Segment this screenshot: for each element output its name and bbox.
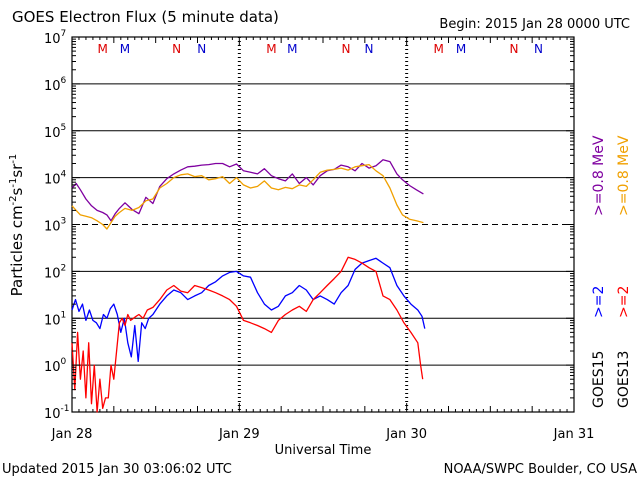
- y-tick-label: 103: [44, 217, 66, 235]
- mn-marker: N: [534, 42, 543, 56]
- mn-marker: M: [120, 42, 130, 56]
- y-tick-label: 102: [44, 263, 66, 281]
- mn-marker: N: [172, 42, 181, 56]
- series-layer: [71, 159, 426, 413]
- mn-marker: N: [365, 42, 374, 56]
- y-tick-layer: 107 106 105 104 103 102 101 100 10-1: [44, 29, 574, 422]
- mn-marker: M: [97, 42, 107, 56]
- credit-text: NOAA/SWPC Boulder, CO USA: [444, 462, 637, 477]
- legend-goes15-label: GOES15: [591, 351, 607, 408]
- y-tick-label: 10-1: [44, 404, 70, 422]
- y-tick-label: 106: [44, 76, 67, 94]
- y-axis-label: Particles cm-2s-1sr-1: [8, 154, 26, 297]
- mn-marker: M: [434, 42, 444, 56]
- updated-timestamp: Updated 2015 Jan 30 03:06:02 UTC: [2, 462, 232, 477]
- mn-marker: M: [287, 42, 297, 56]
- day-marker-layer: [237, 37, 409, 412]
- x-axis-label: Universal Time: [275, 443, 372, 458]
- series-line-goes13-2-mev: [71, 256, 424, 413]
- y-tick-label: 104: [44, 170, 67, 188]
- x-tick-label: Jan 30: [385, 427, 427, 442]
- mn-marker: M: [266, 42, 276, 56]
- mn-marker: M: [456, 42, 466, 56]
- y-tick-label: 105: [44, 123, 66, 141]
- series-line-goes13-0-8-mev: [71, 163, 424, 230]
- grid-layer: [72, 83, 574, 366]
- legend-goes13-2mev: >=2: [616, 286, 632, 318]
- begin-label: Begin: 2015 Jan 28 0000 UTC: [439, 17, 630, 32]
- legend-goes15-08mev: >=0.8 MeV: [591, 135, 607, 216]
- mn-marker: N: [197, 42, 206, 56]
- series-line-goes15-2-mev: [71, 257, 426, 363]
- y-tick-label: 107: [44, 29, 66, 47]
- x-tick-layer: Jan 28 Jan 29 Jan 30 Jan 31: [51, 37, 595, 442]
- y-tick-label: 100: [44, 357, 67, 375]
- x-tick-label: Jan 28: [51, 427, 93, 442]
- mn-marker: N: [510, 42, 519, 56]
- legend-goes13-08mev: >=0.8 MeV: [616, 135, 632, 216]
- legend-goes13-label: GOES13: [616, 351, 632, 408]
- legend-goes15-2mev: >=2: [591, 286, 607, 318]
- y-tick-label: 101: [44, 310, 66, 328]
- chart-title: GOES Electron Flux (5 minute data): [12, 8, 279, 26]
- x-tick-label: Jan 31: [553, 427, 595, 442]
- mn-marker: N: [342, 42, 351, 56]
- series-line-goes15-0-8-mev: [71, 159, 424, 222]
- x-tick-label: Jan 29: [218, 427, 260, 442]
